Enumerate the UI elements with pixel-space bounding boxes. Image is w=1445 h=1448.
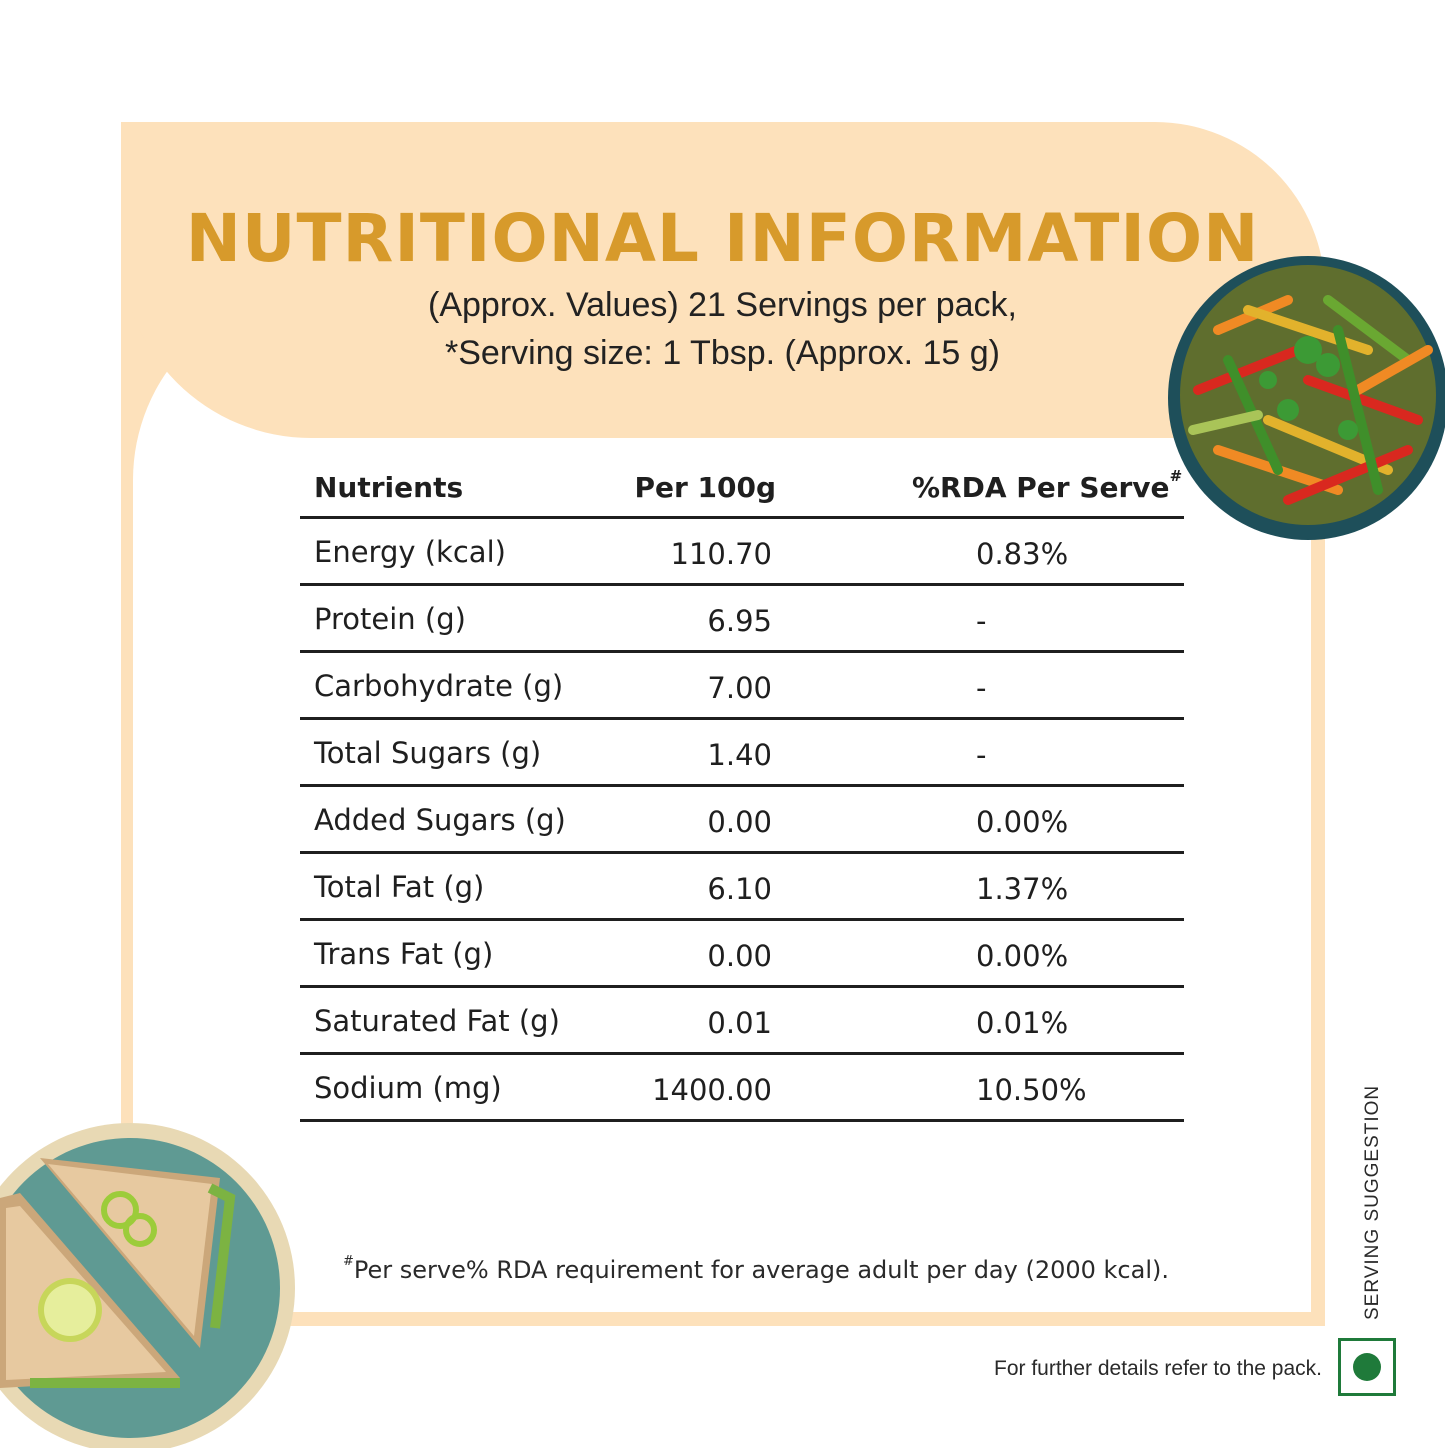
rda-footnote: #Per serve% RDA requirement for average … bbox=[343, 1254, 1169, 1284]
vegetable-salad-bowl-image bbox=[1168, 256, 1445, 540]
nutrient-name: Total Sugars (g) bbox=[314, 736, 542, 770]
veg-symbol-icon bbox=[1338, 1338, 1396, 1396]
nutrient-name: Energy (kcal) bbox=[314, 535, 506, 569]
footnote-mark: # bbox=[343, 1254, 354, 1269]
header-nutrients: Nutrients bbox=[314, 471, 464, 504]
per-100g-value: 110.70 bbox=[670, 537, 772, 571]
table-row: Total Sugars (g) 1.40 - bbox=[300, 720, 1184, 787]
table-row: Trans Fat (g) 0.00 0.00% bbox=[300, 921, 1184, 988]
per-100g-value: 0.00 bbox=[707, 939, 772, 973]
serving-suggestion-label: SERVING SUGGESTION bbox=[1362, 1084, 1383, 1320]
per-100g-value: 6.10 bbox=[707, 872, 772, 906]
content-panel bbox=[133, 290, 1311, 1312]
table-row: Energy (kcal) 110.70 0.83% bbox=[300, 519, 1184, 586]
rda-value: - bbox=[976, 604, 987, 638]
rda-value: 0.00% bbox=[976, 805, 1069, 839]
refer-pack-note: For further details refer to the pack. bbox=[994, 1357, 1322, 1380]
rda-value: 0.01% bbox=[976, 1006, 1069, 1040]
page-title: NUTRITIONAL INFORMATION bbox=[185, 200, 1260, 277]
header-rda: %RDA Per Serve# bbox=[912, 467, 1182, 504]
rda-value: 0.00% bbox=[976, 939, 1069, 973]
servings-info: (Approx. Values) 21 Servings per pack, bbox=[428, 286, 1017, 324]
table-row: Protein (g) 6.95 - bbox=[300, 586, 1184, 653]
table-header: Nutrients Per 100g %RDA Per Serve# bbox=[300, 467, 1184, 519]
footnote-text: Per serve% RDA requirement for average a… bbox=[353, 1256, 1169, 1284]
nutrient-name: Protein (g) bbox=[314, 602, 466, 636]
nutrient-name: Added Sugars (g) bbox=[314, 803, 566, 837]
per-100g-value: 7.00 bbox=[707, 671, 772, 705]
table-row: Saturated Fat (g) 0.01 0.01% bbox=[300, 988, 1184, 1055]
header-rda-mark: # bbox=[1169, 467, 1183, 485]
per-100g-value: 1400.00 bbox=[652, 1073, 772, 1107]
rda-value: - bbox=[976, 671, 987, 705]
nutrient-name: Sodium (mg) bbox=[314, 1071, 502, 1105]
header-rda-label: %RDA Per Serve bbox=[912, 471, 1170, 504]
table-row: Added Sugars (g) 0.00 0.00% bbox=[300, 787, 1184, 854]
per-100g-value: 0.00 bbox=[707, 805, 772, 839]
header-per-100g: Per 100g bbox=[634, 471, 776, 504]
sandwich-plate-image bbox=[0, 1123, 295, 1448]
nutrition-table: Nutrients Per 100g %RDA Per Serve# Energ… bbox=[300, 467, 1184, 1122]
veg-dot bbox=[1353, 1353, 1381, 1381]
per-100g-value: 6.95 bbox=[707, 604, 772, 638]
per-100g-value: 1.40 bbox=[707, 738, 772, 772]
per-100g-value: 0.01 bbox=[707, 1006, 772, 1040]
rda-value: - bbox=[976, 738, 987, 772]
rda-value: 0.83% bbox=[976, 537, 1069, 571]
nutrient-name: Total Fat (g) bbox=[314, 870, 485, 904]
nutrient-name: Saturated Fat (g) bbox=[314, 1004, 560, 1038]
rda-value: 10.50% bbox=[976, 1073, 1087, 1107]
table-row: Total Fat (g) 6.10 1.37% bbox=[300, 854, 1184, 921]
header-panel bbox=[121, 122, 1325, 438]
table-row: Carbohydrate (g) 7.00 - bbox=[300, 653, 1184, 720]
table-row: Sodium (mg) 1400.00 10.50% bbox=[300, 1055, 1184, 1122]
serving-size-info: *Serving size: 1 Tbsp. (Approx. 15 g) bbox=[445, 334, 1000, 372]
nutrient-name: Trans Fat (g) bbox=[314, 937, 494, 971]
nutrient-name: Carbohydrate (g) bbox=[314, 669, 564, 703]
rda-value: 1.37% bbox=[976, 872, 1069, 906]
